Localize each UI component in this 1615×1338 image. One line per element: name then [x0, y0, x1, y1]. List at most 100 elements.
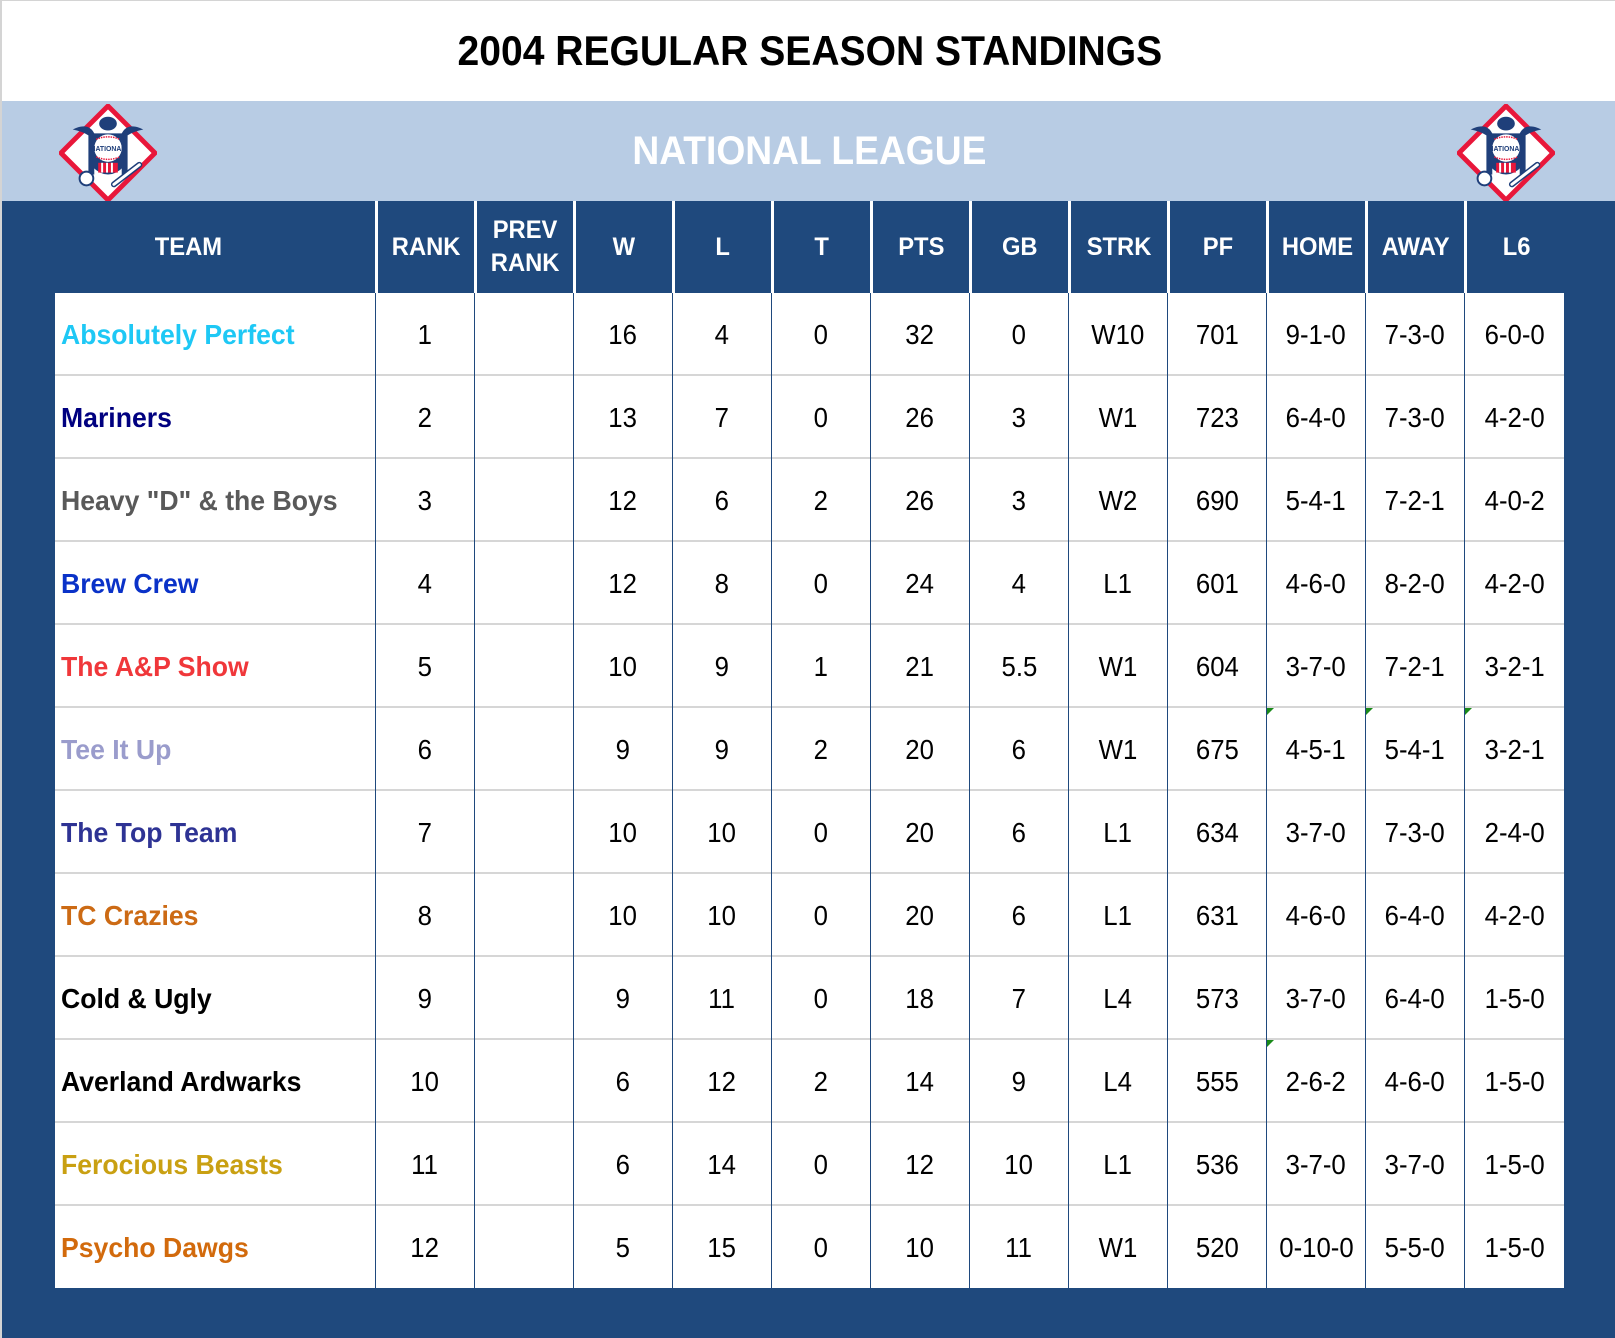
header-team: TEAM: [2, 201, 378, 293]
cell-away: 6-4-0: [1366, 957, 1465, 1040]
cell-value: 6: [615, 1065, 631, 1097]
page-title: 2004 REGULAR SEASON STANDINGS: [457, 27, 1162, 74]
cell-strk: L4: [1069, 1040, 1168, 1123]
cell-value: 14: [905, 1065, 935, 1097]
cell-value: 9: [417, 982, 433, 1014]
cell-value: 9: [615, 733, 631, 765]
cell-value: 0: [813, 982, 829, 1014]
cell-value: 9: [615, 982, 631, 1014]
header-label: L6: [1502, 232, 1531, 261]
cell-value: W1: [1098, 401, 1138, 433]
cell-value: W10: [1091, 318, 1145, 350]
cell-t: 1: [772, 625, 871, 708]
team-name: The A&P Show: [61, 650, 249, 682]
cell-gb: 0: [970, 293, 1069, 376]
cell-value: 8: [417, 899, 433, 931]
cell-value: 32: [905, 318, 935, 350]
cell-strk: L1: [1069, 874, 1168, 957]
error-indicator-icon: [1267, 708, 1274, 715]
cell-rank: 5: [376, 625, 475, 708]
header-label: STRK: [1086, 232, 1152, 261]
cell-value: 1-5-0: [1484, 1148, 1545, 1180]
cell-value: 20: [905, 816, 935, 848]
cell-pf: 690: [1168, 459, 1267, 542]
team-name-cell: Absolutely Perfect: [55, 293, 376, 376]
cell-pf: 555: [1168, 1040, 1267, 1123]
cell-pts: 24: [871, 542, 970, 625]
cell-value: 20: [905, 733, 935, 765]
cell-t: 2: [772, 708, 871, 791]
header-l: L: [675, 201, 774, 293]
cell-value: 2-6-2: [1285, 1065, 1347, 1097]
header-label: L: [715, 232, 731, 261]
team-name-cell: Cold & Ugly: [55, 957, 376, 1040]
team-name-cell: Psycho Dawgs: [55, 1206, 376, 1289]
cell-value: 9: [1011, 1065, 1027, 1097]
cell-value: 6-4-0: [1384, 982, 1446, 1014]
cell-gb: 11: [970, 1206, 1069, 1289]
cell-prev-rank: [475, 957, 574, 1040]
cell-value: 690: [1195, 484, 1239, 516]
cell-gb: 6: [970, 708, 1069, 791]
header-label: PF: [1202, 232, 1234, 261]
cell-value: 12: [608, 484, 638, 516]
cell-l: 14: [673, 1123, 772, 1206]
cell-away: 7-3-0: [1366, 293, 1465, 376]
cell-value: 3-2-1: [1484, 733, 1545, 765]
cell-pts: 20: [871, 708, 970, 791]
cell-w: 5: [574, 1206, 673, 1289]
team-name-cell: Heavy "D" & the Boys: [55, 459, 376, 542]
cell-l6: 1-5-0: [1465, 1040, 1564, 1123]
cell-value: 12: [905, 1148, 935, 1180]
cell-prev-rank: [475, 542, 574, 625]
cell-t: 0: [772, 542, 871, 625]
cell-rank: 2: [376, 376, 475, 459]
cell-w: 13: [574, 376, 673, 459]
cell-l: 10: [673, 791, 772, 874]
cell-strk: W1: [1069, 376, 1168, 459]
cell-value: W1: [1098, 650, 1138, 682]
cell-value: W1: [1098, 1231, 1138, 1263]
cell-value: 4: [1011, 567, 1027, 599]
cell-l: 15: [673, 1206, 772, 1289]
team-name: Averland Ardwarks: [61, 1065, 302, 1097]
cell-value: 5: [615, 1231, 631, 1263]
cell-prev-rank: [475, 874, 574, 957]
cell-value: 10: [608, 816, 638, 848]
team-name: Ferocious Beasts: [61, 1148, 283, 1180]
cell-value: 1-5-0: [1484, 982, 1545, 1014]
cell-value: 3: [1011, 401, 1027, 433]
cell-l: 10: [673, 874, 772, 957]
cell-l6: 1-5-0: [1465, 957, 1564, 1040]
cell-l: 4: [673, 293, 772, 376]
cell-home: 3-7-0: [1267, 957, 1366, 1040]
cell-value: 573: [1195, 982, 1239, 1014]
cell-strk: W2: [1069, 459, 1168, 542]
team-name: Heavy "D" & the Boys: [61, 484, 338, 516]
cell-value: 1: [813, 650, 829, 682]
cell-strk: W10: [1069, 293, 1168, 376]
cell-value: 20: [905, 899, 935, 931]
cell-prev-rank: [475, 791, 574, 874]
table-row: Mariners 2 13 7 0 26 3 W1 723 6-4-0 7-3-0 4-2-0: [55, 376, 1564, 459]
header-label: PTS: [897, 232, 945, 261]
cell-value: 26: [905, 484, 935, 516]
cell-l: 11: [673, 957, 772, 1040]
cell-value: 10: [410, 1065, 440, 1097]
cell-w: 10: [574, 625, 673, 708]
cell-value: 0: [813, 899, 829, 931]
cell-l6: 1-5-0: [1465, 1123, 1564, 1206]
cell-value: 6: [1011, 899, 1027, 931]
cell-value: 10: [707, 816, 737, 848]
cell-l6: 6-0-0: [1465, 293, 1564, 376]
cell-value: 634: [1195, 816, 1239, 848]
cell-home: 0-10-0: [1267, 1206, 1366, 1289]
cell-t: 0: [772, 1206, 871, 1289]
cell-value: 601: [1195, 567, 1239, 599]
header-label: T: [814, 232, 830, 261]
cell-value: 6-4-0: [1285, 401, 1347, 433]
table-header: TEAM RANK PREV RANK W L T PTS GB STRK PF …: [2, 201, 1615, 293]
cell-away: 5-4-1: [1366, 708, 1465, 791]
cell-prev-rank: [475, 293, 574, 376]
svg-text:NATIONAL: NATIONAL: [91, 146, 126, 153]
